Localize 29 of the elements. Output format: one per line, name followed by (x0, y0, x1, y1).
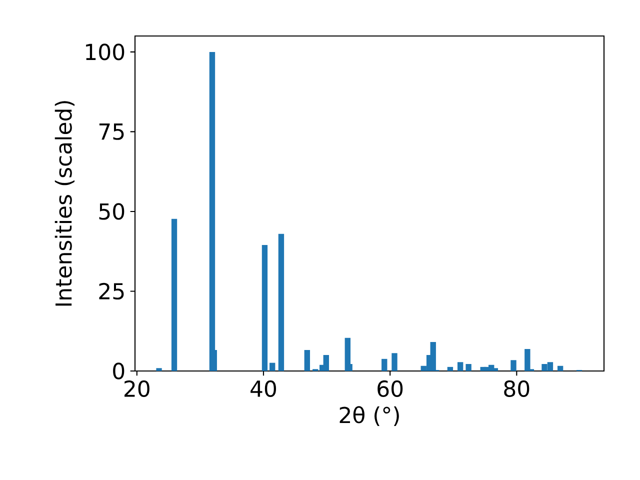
x-tick-label: 60 (378, 380, 403, 398)
y-tick-label: 25 (99, 282, 124, 300)
bar (382, 358, 388, 371)
bar (447, 366, 454, 371)
y-tick-label: 75 (99, 124, 124, 140)
bar (466, 364, 472, 371)
bar (209, 52, 216, 371)
bar (457, 362, 464, 371)
x-axis-title: 2θ (°) (340, 406, 399, 426)
bar (392, 353, 398, 371)
bar (270, 362, 276, 371)
bar (304, 350, 310, 371)
x-tick-label: 40 (250, 380, 276, 398)
x-tick-label: 20 (124, 380, 150, 398)
bar (278, 234, 284, 371)
y-tick-label: 0 (113, 362, 124, 380)
bar (171, 218, 178, 371)
bar (323, 355, 329, 371)
y-axis-title: Intensities (scaled) (54, 101, 74, 306)
y-tick-label: 100 (86, 44, 124, 60)
y-tick-label: 50 (99, 203, 124, 220)
bar (524, 348, 530, 371)
bar (430, 342, 436, 371)
bar (510, 360, 516, 371)
bar (492, 368, 498, 371)
bar (557, 366, 564, 371)
bar (262, 244, 268, 371)
bar (156, 368, 162, 371)
x-tick-label: 80 (504, 380, 530, 398)
